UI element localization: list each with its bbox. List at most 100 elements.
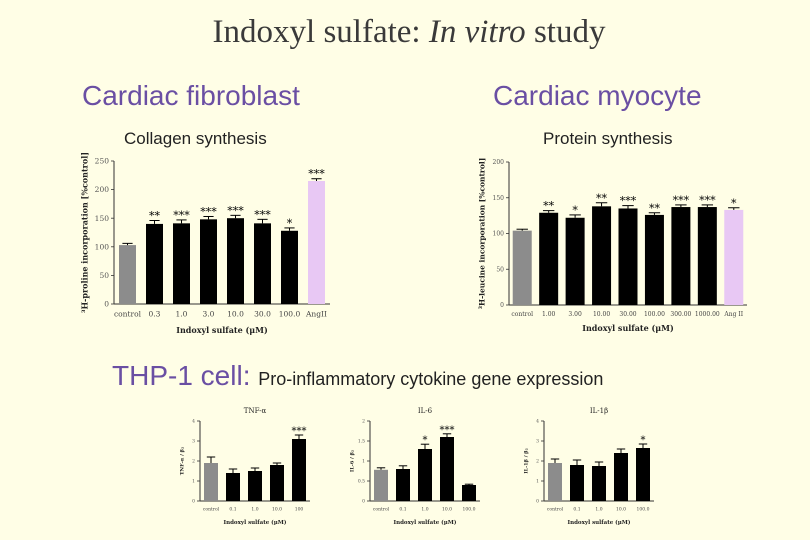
significance-label: *** — [699, 194, 716, 207]
x-tick-label: 0.1 — [229, 507, 236, 513]
y-axis-label: ³H-leucine incorporation [%control] — [477, 158, 486, 310]
title-main: Indoxyl sulfate: — [212, 14, 429, 50]
bar — [270, 465, 284, 501]
bar — [614, 453, 628, 501]
x-tick-label: control — [114, 310, 142, 319]
y-tick-label: 0 — [104, 300, 109, 309]
y-tick-label: 50 — [496, 266, 504, 273]
x-tick-label: 3.0 — [203, 310, 215, 319]
x-tick-label: 30.0 — [254, 310, 271, 319]
bar — [173, 223, 190, 304]
y-tick-label: 1 — [536, 479, 539, 485]
y-tick-label: 100 — [95, 242, 110, 251]
significance-label: *** — [308, 168, 325, 181]
bar — [308, 181, 325, 304]
x-tick-label: 10.0 — [616, 507, 626, 513]
significance-label: *** — [620, 195, 637, 208]
bar — [644, 214, 664, 305]
significance-label: *** — [292, 426, 307, 437]
bar — [671, 207, 691, 305]
bar — [200, 219, 217, 304]
x-tick-label: control — [547, 507, 564, 513]
y-tick-label: 0 — [192, 499, 195, 505]
bar — [539, 212, 559, 305]
x-tick-label: 0.3 — [149, 310, 161, 319]
y-tick-label: 0.5 — [358, 479, 365, 485]
heading-cardiac-fibroblast: Cardiac fibroblast — [82, 80, 300, 111]
y-tick-label: 0 — [362, 499, 365, 505]
bar — [548, 463, 562, 501]
significance-label: * — [641, 435, 646, 446]
x-axis-label: Indoxyl sulfate (μM) — [394, 519, 457, 526]
significance-label: *** — [440, 425, 455, 436]
bar — [292, 439, 306, 501]
x-tick-label: Ang II — [723, 311, 743, 318]
x-tick-label: 10.00 — [593, 311, 610, 318]
y-tick-label: 50 — [99, 271, 109, 280]
bar — [396, 469, 410, 501]
y-tick-label: 250 — [95, 157, 110, 166]
significance-label: * — [572, 204, 578, 217]
x-tick-label: 10.0 — [442, 507, 452, 513]
bar — [592, 206, 612, 305]
y-tick-label: 3 — [192, 439, 195, 445]
chart-fibroblast: 0 50 100 150 200 250 control ** 0.3 *** 1.0 *** 3.0 *… — [80, 152, 330, 335]
subtitle-protein-synthesis: Protein synthesis — [543, 129, 673, 148]
x-axis-label: Indoxyl sulfate (μM) — [176, 325, 268, 335]
y-tick-label: 0 — [536, 499, 539, 505]
page-title: Indoxyl sulfate: In vitro study — [0, 14, 810, 51]
x-axis-label: Indoxyl sulfate (μM) — [582, 323, 674, 333]
y-axis-label: IL-1β / β₂ — [524, 448, 530, 474]
y-tick-label: 1 — [362, 459, 365, 465]
x-tick-label: 100.0 — [279, 310, 301, 319]
title-italic: In vitro — [428, 14, 526, 50]
y-tick-label: 200 — [95, 185, 110, 194]
subtitle-collagen-synthesis: Collagen synthesis — [124, 129, 267, 148]
y-axis-label: IL-6 / β₂ — [350, 450, 356, 472]
significance-label: ** — [596, 192, 608, 205]
bar — [592, 466, 606, 501]
chart-title: IL-1β — [590, 407, 608, 415]
significance-label: * — [287, 217, 293, 230]
y-tick-label: 1 — [192, 479, 195, 485]
x-tick-label: 30.00 — [619, 311, 636, 318]
x-tick-label: 1.0 — [176, 310, 188, 319]
x-tick-label: 1.0 — [251, 507, 258, 513]
x-tick-label: 0.1 — [399, 507, 406, 513]
bar — [248, 471, 262, 501]
bar — [226, 473, 240, 501]
significance-label: *** — [227, 204, 244, 217]
chart-myocyte: 050100150200control**1.00*3.00**10.00***… — [477, 158, 747, 333]
x-tick-label: 10.0 — [272, 507, 282, 513]
significance-label: *** — [673, 194, 690, 207]
bar — [374, 469, 388, 501]
y-tick-label: 2 — [362, 419, 365, 425]
significance-label: *** — [173, 209, 190, 222]
y-axis-label: ³H-proline incorporation [%control] — [80, 152, 90, 313]
chart-il-1beta: 0 1 2 3 4 control 0.1 1.0 10.0 * 100.0 IL-1β / β₂ In… — [524, 407, 654, 526]
x-axis-label: Indoxyl sulfate (μM) — [224, 519, 287, 526]
bar — [724, 209, 744, 305]
y-tick-label: 2 — [536, 459, 539, 465]
y-tick-label: 150 — [95, 214, 110, 223]
y-tick-label: 1.5 — [358, 439, 365, 445]
bar — [119, 245, 136, 304]
x-tick-label: 300.00 — [670, 311, 691, 318]
bar — [565, 217, 585, 305]
x-tick-label: 100.0 — [463, 507, 476, 513]
bar — [462, 485, 476, 501]
chart-title: IL-6 — [418, 407, 433, 415]
bar — [418, 449, 432, 501]
title-tail: study — [525, 14, 606, 50]
significance-label: ** — [149, 209, 161, 222]
x-axis-label: Indoxyl sulfate (μM) — [568, 519, 631, 526]
x-tick-label: 10.0 — [227, 310, 244, 319]
y-tick-label: 0 — [500, 302, 504, 309]
y-tick-label: 3 — [536, 439, 539, 445]
heading-cardiac-myocyte: Cardiac myocyte — [493, 80, 702, 111]
y-axis-label: TNF-α / β₂ — [180, 447, 186, 475]
bar — [512, 230, 532, 305]
bar — [281, 230, 298, 304]
x-tick-label: 100.0 — [637, 507, 650, 513]
y-tick-label: 4 — [192, 419, 195, 425]
